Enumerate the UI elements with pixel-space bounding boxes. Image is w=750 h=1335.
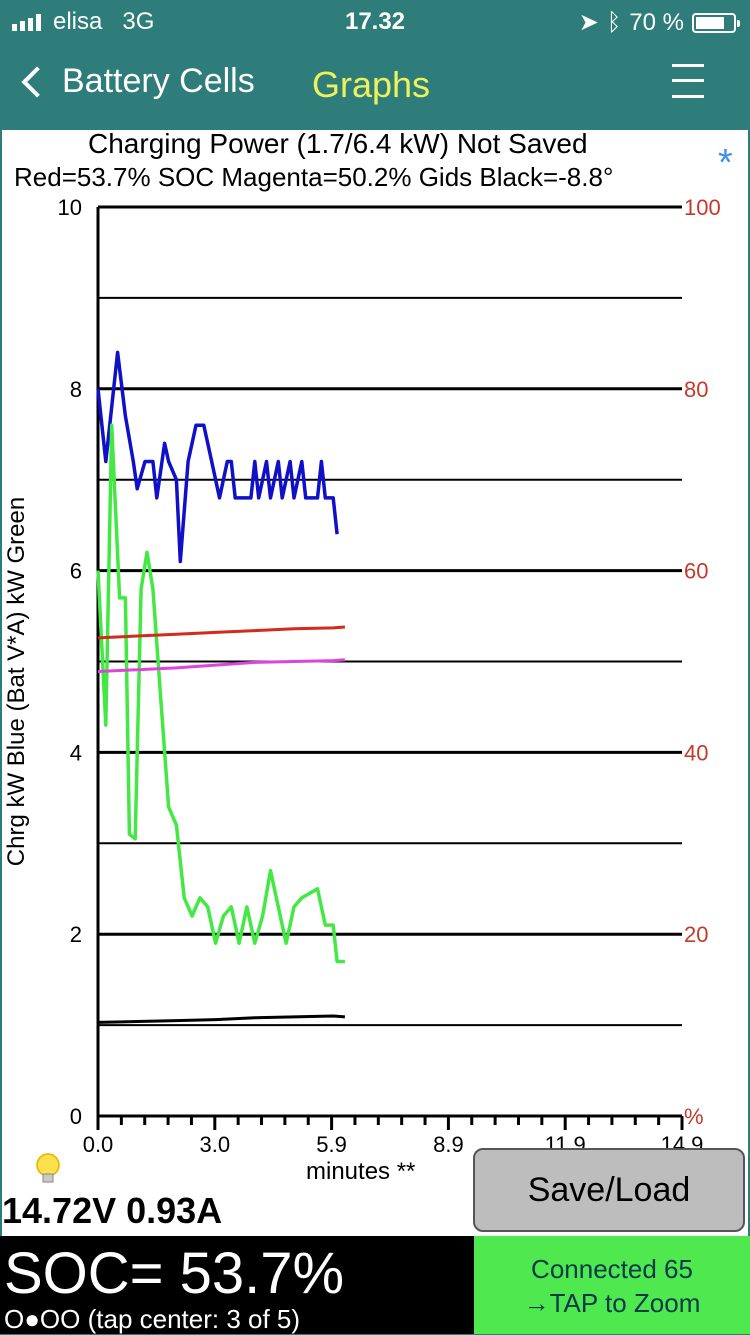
x-tick-label: 5.9 (316, 1132, 347, 1157)
clock: 17.32 (344, 8, 406, 35)
y-left-tick-label: 0 (70, 1104, 82, 1129)
y-left-tick-label: 2 (70, 922, 82, 947)
chart-title: Charging Power (1.7/6.4 kW) Not Saved (88, 128, 588, 159)
bluetooth-icon: ᛒ (606, 8, 622, 36)
y-right-tick-label: 80 (684, 377, 708, 402)
x-axis-label: minutes ** (306, 1158, 416, 1185)
y-left-tick-label: 6 (70, 559, 82, 584)
status-right: ➤ ᛒ 70 % (578, 8, 740, 37)
series-line-2 (97, 625, 346, 640)
page-indicator: O●OO (tap center: 3 of 5) (4, 1304, 301, 1334)
x-tick-label: 3.0 (200, 1132, 231, 1157)
nav-bar: Battery Cells Graphs (0, 42, 750, 128)
y-axis-label: Chrg kW Blue (Bat V*A) kW Green (3, 497, 30, 866)
status-bar: elisa 3G 17.32 ➤ ᛒ 70 % (0, 0, 750, 42)
series-line-1 (96, 423, 345, 964)
network-label: 3G (122, 8, 155, 35)
y-left-tick-label: 8 (70, 377, 82, 402)
asterisk-icon[interactable]: * (718, 142, 733, 184)
chart-area[interactable]: 0.0 3.0 5.9 8.9 11.9 14.90246810%20406080100C… (0, 0, 750, 1160)
back-label: Battery Cells (62, 62, 255, 100)
y-left-tick-label: 10 (58, 195, 82, 220)
carrier-label: elisa (53, 8, 103, 35)
lightbulb-icon[interactable] (34, 1152, 64, 1193)
signal-bars-icon (12, 13, 41, 31)
connection-status: Connected 65 (531, 1254, 693, 1284)
series-line-0 (96, 350, 339, 564)
back-button[interactable]: Battery Cells (16, 62, 255, 101)
y-right-tick-label: 100 (684, 195, 721, 220)
voltage-current-readout: 14.72V 0.93A (2, 1190, 223, 1231)
y-right-tick-label: 20 (684, 922, 708, 947)
chart-legend-line: Red=53.7% SOC Magenta=50.2% Gids Black=-… (14, 162, 614, 192)
battery-percent: 70 % (629, 8, 684, 36)
status-left: elisa 3G (12, 8, 154, 36)
location-arrow-icon: ➤ (578, 9, 599, 36)
x-tick-label: 8.9 (433, 1132, 464, 1157)
y-right-tick-label: 60 (684, 559, 708, 584)
y-left-tick-label: 4 (70, 740, 82, 765)
series-line-3 (97, 658, 346, 673)
save-load-button[interactable]: Save/Load (473, 1148, 745, 1232)
tap-to-zoom-hint: →TAP to Zoom (523, 1288, 701, 1318)
battery-icon (692, 12, 740, 33)
x-tick-label: 0.0 (83, 1132, 114, 1157)
y-right-tick-label: 40 (684, 740, 708, 765)
soc-readout: SOC= 53.7% (4, 1241, 345, 1306)
hamburger-menu-icon[interactable] (672, 62, 704, 100)
y-right-tick-label: % (684, 1104, 704, 1129)
soc-panel[interactable]: SOC= 53.7% O●OO (tap center: 3 of 5) (0, 1236, 474, 1334)
series-line-4 (97, 1014, 346, 1024)
page-title: Graphs (312, 64, 431, 105)
connection-panel[interactable]: Connected 65 →TAP to Zoom (474, 1236, 750, 1334)
